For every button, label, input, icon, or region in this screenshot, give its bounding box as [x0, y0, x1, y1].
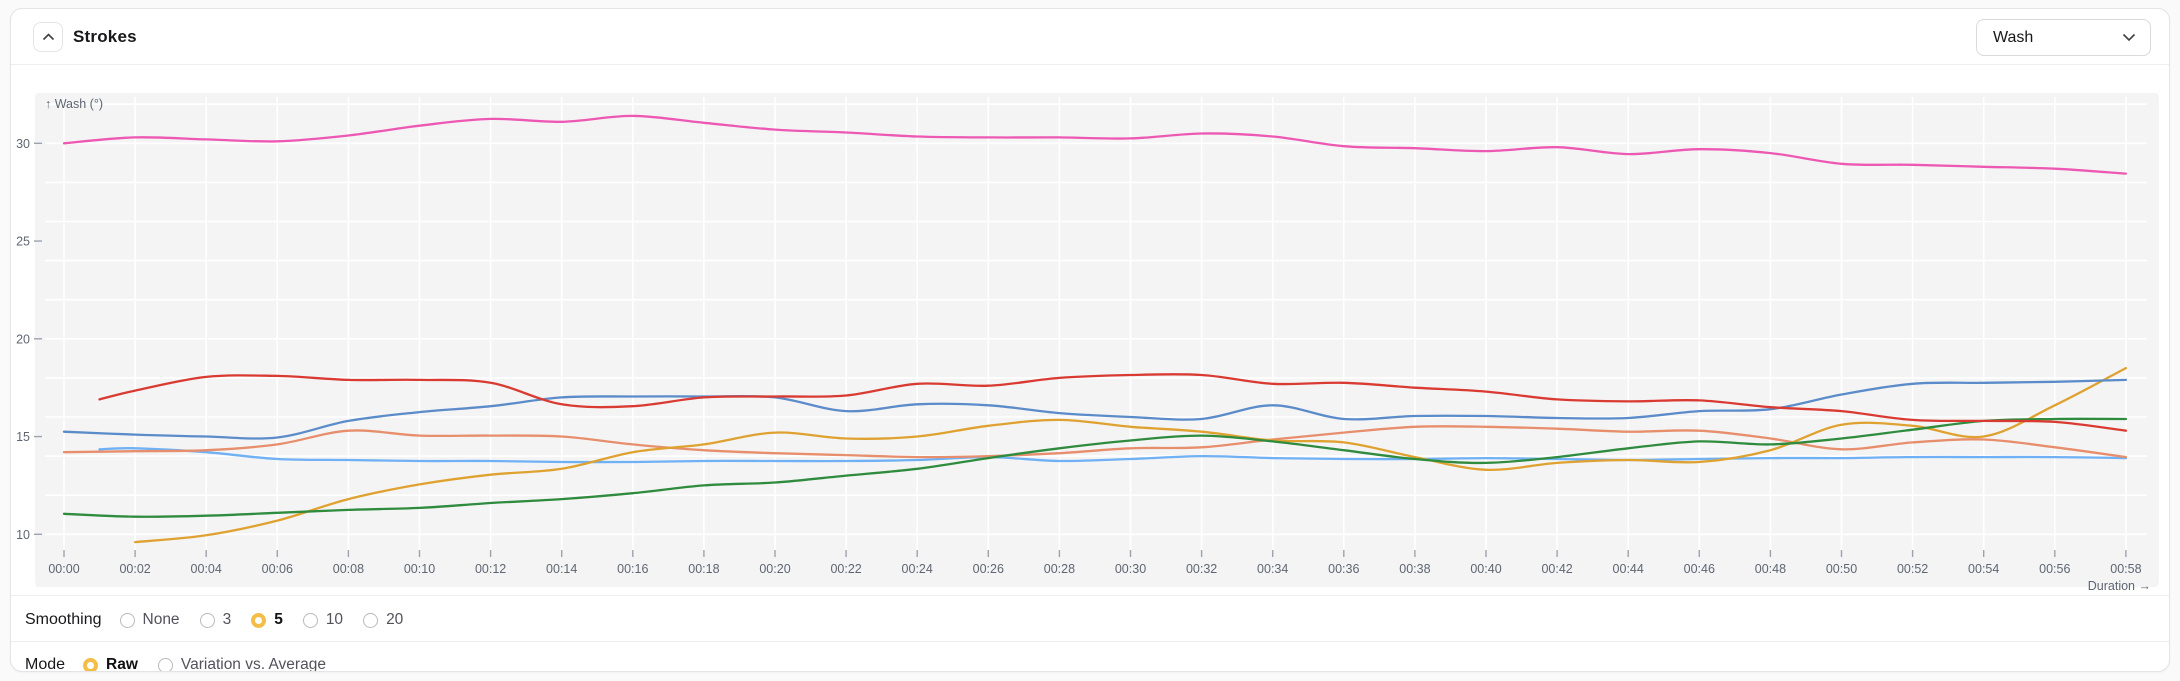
radio-unselected-icon[interactable] — [363, 612, 379, 628]
mode-label: Mode — [25, 656, 66, 672]
radio-unselected-icon[interactable] — [199, 612, 215, 628]
x-tick-label: 00:16 — [617, 562, 648, 576]
chart-area: 00:00 00:02 00:04 00:06 00:08 00:10 00:12 00:14… — [11, 66, 2169, 596]
line-chart: 00:00 00:02 00:04 00:06 00:08 00:10 00:12 00:14… — [16, 93, 2159, 593]
y-tick-label: 25 — [16, 235, 30, 249]
x-tick-label: 00:12 — [475, 562, 506, 576]
y-tick-label: 10 — [16, 528, 30, 542]
x-tick-label: 00:34 — [1257, 562, 1288, 576]
x-tick-label: 00:42 — [1541, 562, 1572, 576]
collapse-button[interactable] — [33, 22, 63, 52]
smoothing-option-label: 10 — [325, 611, 344, 628]
x-tick-label: 00:40 — [1470, 562, 1501, 576]
metric-select[interactable]: Wash — [1976, 19, 2151, 56]
panel-header: Strokes Wash — [11, 9, 2169, 65]
metric-select-value: Wash — [1993, 28, 2034, 46]
x-tick-label: 00:48 — [1755, 562, 1786, 576]
series-line-wash-coral — [62, 425, 2128, 459]
x-tick-label: 00:08 — [333, 562, 364, 576]
x-tick-label: 00:22 — [830, 562, 861, 576]
x-tick-label: 00:56 — [2039, 562, 2070, 576]
x-tick-label: 00:32 — [1186, 562, 1217, 576]
x-tick-label: 00:06 — [262, 562, 293, 576]
radio-selected-icon[interactable] — [83, 657, 99, 671]
x-tick-label: 00:26 — [973, 562, 1004, 576]
plot-background — [35, 93, 2159, 587]
y-axis-title: ↑ Wash (°) — [45, 97, 103, 111]
x-tick-label: 00:52 — [1897, 562, 1928, 576]
series-line-wash-red — [98, 373, 2128, 432]
x-tick-label: 00:00 — [48, 562, 79, 576]
mode-option-label: Raw — [106, 656, 138, 672]
x-tick-label: 00:46 — [1684, 562, 1715, 576]
x-tick-label: 00:24 — [902, 562, 933, 576]
x-tick-label: 00:38 — [1399, 562, 1430, 576]
chevron-up-icon — [42, 33, 54, 41]
divider — [11, 595, 2169, 596]
y-tick-label: 20 — [16, 332, 30, 346]
radio-unselected-icon[interactable] — [119, 612, 135, 628]
x-tick-label: 00:58 — [2110, 562, 2141, 576]
chevron-down-icon — [2122, 33, 2136, 42]
divider — [11, 641, 2169, 642]
mode-option-label: Variation vs. Average — [180, 656, 326, 672]
smoothing-option-label: 3 — [222, 611, 232, 628]
x-axis-title: Duration → — [2088, 579, 2151, 593]
y-tick-label: 30 — [16, 137, 30, 151]
radio-unselected-icon[interactable] — [302, 612, 318, 628]
x-tick-label: 00:02 — [119, 562, 150, 576]
x-tick-label: 00:10 — [404, 562, 435, 576]
smoothing-label: Smoothing — [25, 611, 102, 628]
mode-option-variation-vs-average[interactable]: Variation vs. Average — [157, 656, 326, 672]
smoothing-option-none[interactable]: None — [119, 611, 180, 629]
smoothing-option-10[interactable]: 10 — [302, 611, 344, 629]
smoothing-option-label: 20 — [386, 611, 404, 628]
radio-unselected-icon[interactable] — [157, 657, 173, 671]
x-tick-label: 00:28 — [1044, 562, 1075, 576]
radio-selected-icon[interactable] — [251, 612, 267, 628]
smoothing-row: Smoothing None 3 5 10 20 — [11, 597, 2169, 643]
x-tick-label: 00:54 — [1968, 562, 1999, 576]
x-tick-label: 00:14 — [546, 562, 577, 576]
smoothing-option-label: None — [142, 611, 180, 628]
x-tick-label: 00:18 — [688, 562, 719, 576]
page-title: Strokes — [73, 27, 137, 46]
x-tick-label: 00:30 — [1115, 562, 1146, 576]
smoothing-option-5[interactable]: 5 — [251, 611, 283, 629]
smoothing-option-3[interactable]: 3 — [199, 611, 232, 629]
series-line-wash-magenta — [62, 114, 2128, 175]
x-tick-label: 00:50 — [1826, 562, 1857, 576]
strokes-panel: Strokes Wash 00:00 00:02 00:04 00:06 00:08 00… — [10, 8, 2170, 672]
smoothing-option-20[interactable]: 20 — [363, 611, 403, 629]
series-line-wash-sky — [98, 447, 2128, 464]
mode-row: Mode Raw Variation vs. Average — [11, 642, 2169, 672]
series-line-wash-green — [62, 417, 2128, 518]
x-tick-label: 00:44 — [1613, 562, 1644, 576]
y-tick-label: 15 — [16, 430, 30, 444]
mode-option-raw[interactable]: Raw — [83, 656, 138, 672]
x-tick-label: 00:20 — [759, 562, 790, 576]
x-tick-label: 00:04 — [191, 562, 222, 576]
x-tick-label: 00:36 — [1328, 562, 1359, 576]
smoothing-option-label: 5 — [274, 611, 283, 628]
